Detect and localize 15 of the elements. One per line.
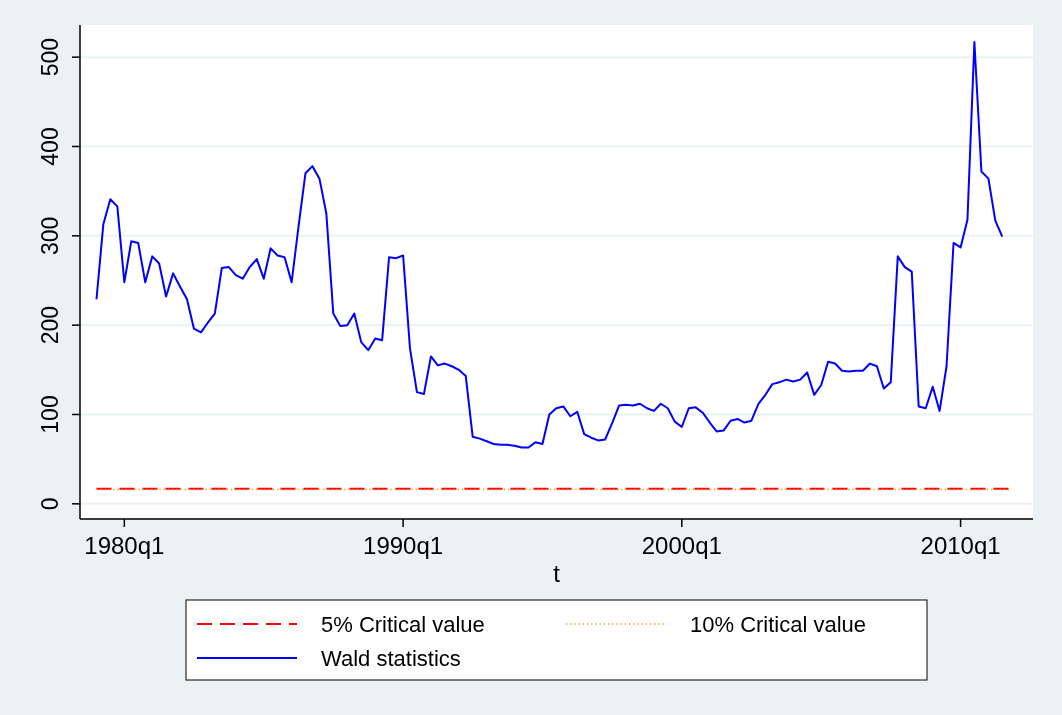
y-tick-label: 300 xyxy=(37,216,63,256)
legend-label: 10% Critical value xyxy=(690,612,867,637)
legend-label: 5% Critical value xyxy=(321,612,485,637)
y-tick-label: 400 xyxy=(37,127,63,166)
x-tick-label: 1990q1 xyxy=(363,532,444,559)
legend-label: Wald statistics xyxy=(321,646,461,671)
line-series xyxy=(95,40,1004,449)
x-tick-label: 2000q1 xyxy=(641,532,722,559)
y-tick-label: 200 xyxy=(37,305,63,345)
x-tick-label: 2010q1 xyxy=(920,532,1001,559)
y-tick-label: 0 xyxy=(37,497,63,511)
y-tick-label: 500 xyxy=(37,37,63,77)
x-tick-label: 1980q1 xyxy=(84,532,165,559)
x-axis-title: t xyxy=(553,560,561,587)
y-tick-label: 100 xyxy=(37,395,63,434)
